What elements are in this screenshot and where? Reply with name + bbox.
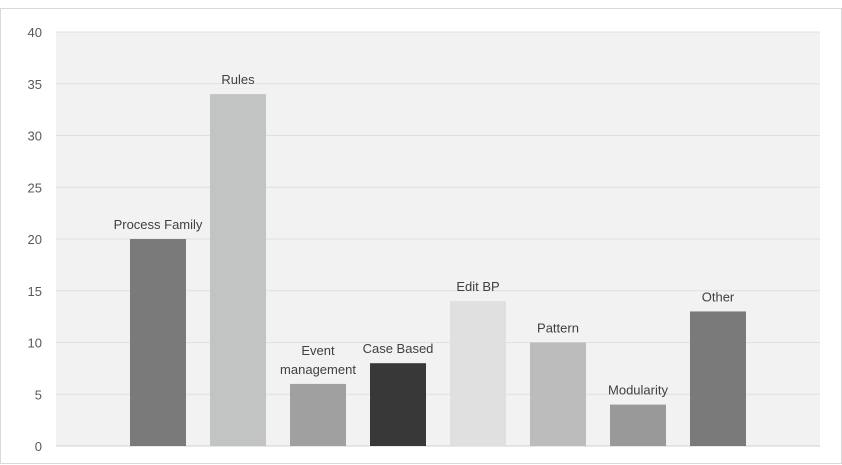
bar <box>610 404 666 446</box>
y-tick-label: 0 <box>35 439 42 454</box>
data-label: Rules <box>221 72 255 87</box>
data-label: Case Based <box>363 341 434 356</box>
data-label: Edit BP <box>456 279 499 294</box>
bar <box>290 383 346 446</box>
data-label: Pattern <box>537 321 579 336</box>
y-tick-label: 5 <box>35 387 42 402</box>
bars <box>130 94 746 446</box>
bar <box>370 363 426 446</box>
data-label: Modularity <box>608 383 668 398</box>
bar <box>130 239 186 446</box>
data-label: Process Family <box>114 217 203 232</box>
bar <box>450 301 506 446</box>
y-tick-label: 15 <box>28 284 42 299</box>
data-label: management <box>280 362 356 377</box>
bar <box>690 311 746 446</box>
data-label: Event <box>301 343 335 358</box>
data-labels: Process Family Rules Event management Case B… <box>114 72 735 398</box>
data-label: Other <box>702 289 735 304</box>
y-tick-label: 25 <box>28 180 42 195</box>
y-tick-label: 35 <box>28 77 42 92</box>
y-tick-label: 20 <box>28 232 42 247</box>
bar <box>530 342 586 446</box>
y-tick-label: 30 <box>28 129 42 144</box>
y-tick-label: 40 <box>28 25 42 40</box>
bar <box>210 94 266 446</box>
y-tick-label: 10 <box>28 336 42 351</box>
y-axis: 0 5 10 15 20 25 30 35 40 <box>28 25 42 454</box>
